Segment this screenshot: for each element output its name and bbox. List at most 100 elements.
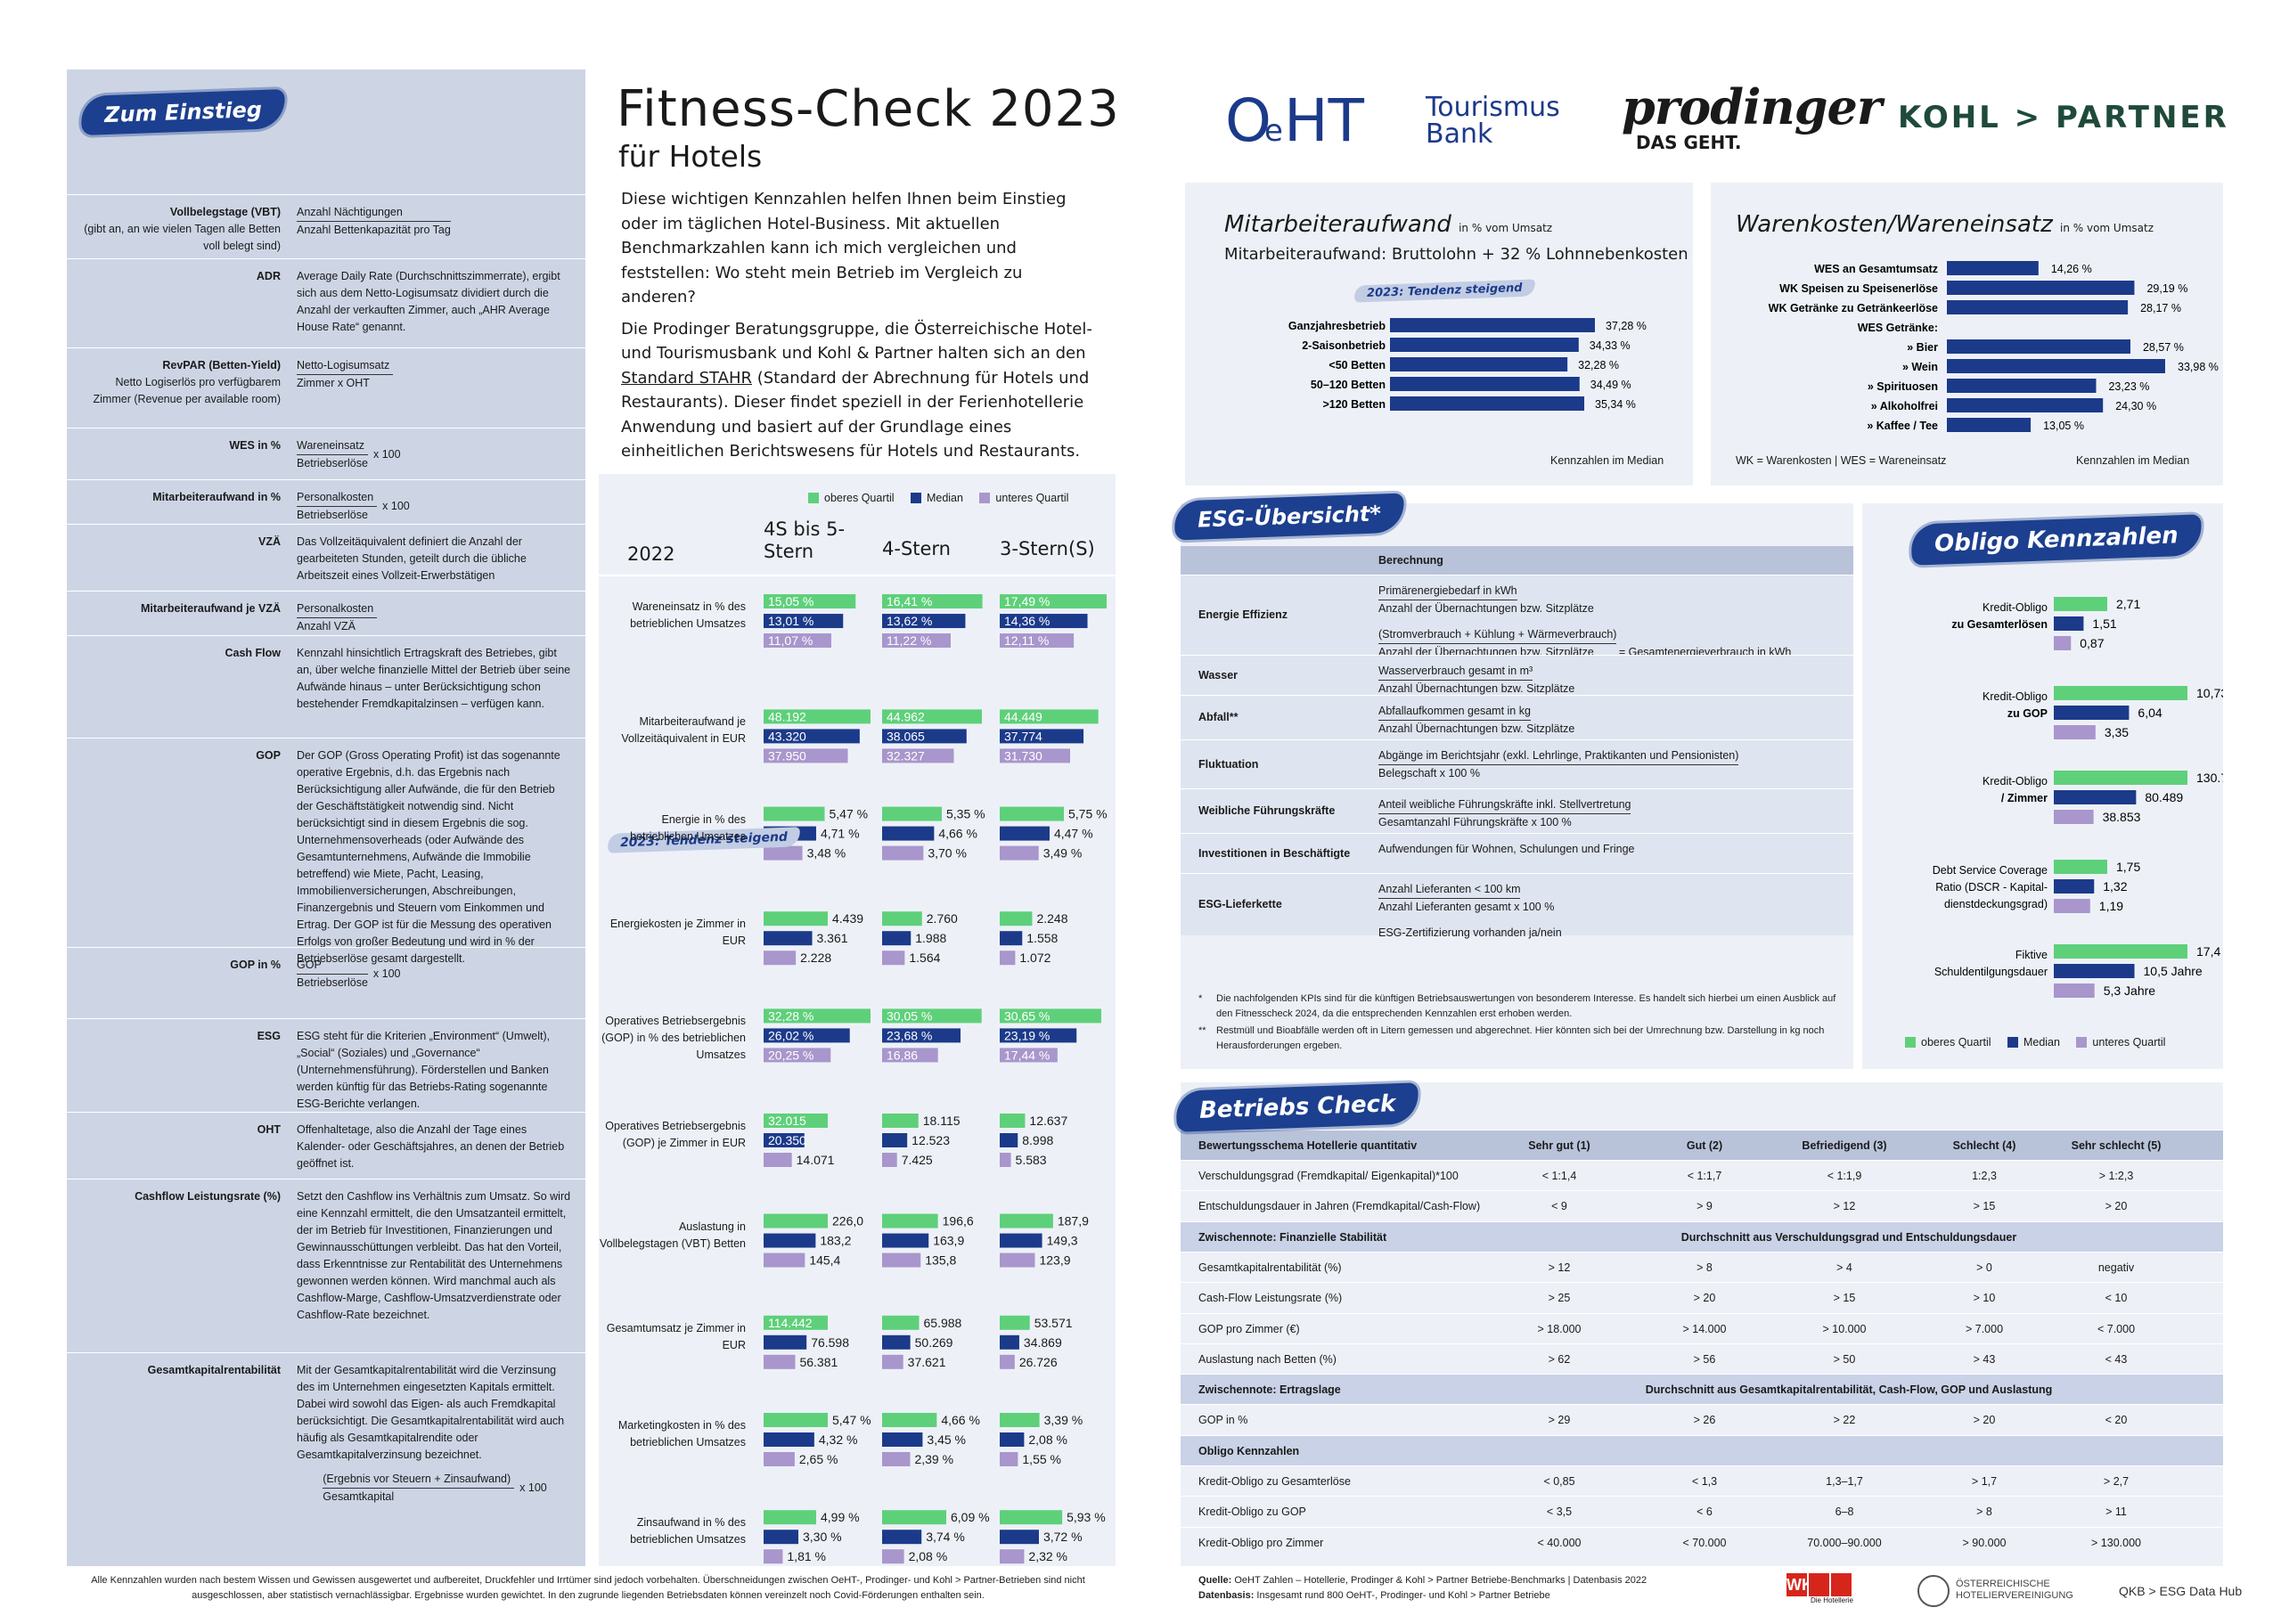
bar-top xyxy=(764,1008,871,1024)
bar-value-label: 56.381 xyxy=(799,1355,838,1369)
bar-value-label: 123,9 xyxy=(1039,1253,1070,1268)
bc-cell: < 0,85 xyxy=(1543,1475,1575,1488)
obligo-value-label: 38.853 xyxy=(2103,810,2141,824)
bar-value-label: 3,30 % xyxy=(803,1530,842,1544)
footer-basis-text: Insgesamt rund 800 OeHT-, Prodinger- und… xyxy=(1256,1590,1550,1601)
legend-top: oberes Quartil xyxy=(808,492,895,504)
bc-row: Zwischennote: Ertragslage Durchschnitt au… xyxy=(1181,1374,2223,1405)
glossary-term: GOP xyxy=(256,749,281,762)
bar-value-label: 2,65 % xyxy=(799,1452,838,1466)
benchmark-chart: 15,05 % 16,41 % 17,49 % 13,01 % 13,62 % 14,36… xyxy=(764,594,1108,1564)
bc-cell: > 8 xyxy=(1976,1506,1992,1519)
bc-row-label: Cash-Flow Leistungsrate (%) xyxy=(1198,1292,1343,1305)
bar-median xyxy=(882,1233,929,1248)
metric-label: Operatives Betriebsergebnis (GOP) in % d… xyxy=(601,1015,746,1062)
bar-value-label: 4,32 % xyxy=(819,1432,858,1447)
esg-formula-line: (Stromverbrauch + Kühlung + Wärmeverbrau… xyxy=(1378,626,1791,644)
esg-row-formula: Aufwendungen für Wohnen, Schulungen und … xyxy=(1378,841,1634,858)
bc-row-label: Kredit-Obligo pro Zimmer xyxy=(1198,1536,1324,1549)
bar-value-label: 11,22 % xyxy=(887,633,931,648)
formula-numerator: Wareneinsatz xyxy=(297,437,368,455)
obligo-value-label: 1,75 xyxy=(2116,860,2140,874)
metric-label: Auslastung in Vollbelegstagen (VBT) Bett… xyxy=(600,1220,746,1250)
bar-value-label: 48.192 xyxy=(768,709,806,723)
glossary-text: ESG steht für die Kriterien „Environment… xyxy=(297,1030,551,1110)
bar-value-label: 76.598 xyxy=(811,1335,849,1350)
bar-top xyxy=(882,1008,982,1024)
bar-low xyxy=(882,845,924,861)
bar-value-label: 7.425 xyxy=(902,1153,933,1167)
ma-bar xyxy=(1390,318,1595,332)
obligo-legend-median: Median xyxy=(2007,1036,2060,1049)
wk-bar xyxy=(1947,418,2032,432)
glossary-panel: Zum Einstieg Vollbelegstage (VBT) (gibt a… xyxy=(67,69,585,1566)
obligo-value-label: 80.489 xyxy=(2145,790,2183,804)
bc-cell: > 0 xyxy=(1976,1261,1992,1274)
bar-value-label: 23,68 % xyxy=(887,1028,932,1042)
bc-header-cell: Sehr schlecht (5) xyxy=(2071,1139,2162,1152)
glossary-definition: Das Vollzeitäquivalent definiert die Anz… xyxy=(297,534,573,584)
esg-col-head: Berechnung xyxy=(1378,554,1443,567)
ma-category-label: <50 Betten xyxy=(1329,359,1386,371)
bar-top xyxy=(882,1413,937,1427)
bar-value-label: 17,49 % xyxy=(1004,594,1050,608)
oeht-wordmark-icon: O e HT xyxy=(1225,86,1365,155)
page-subtitle: für Hotels xyxy=(618,139,763,174)
bar-median xyxy=(764,729,860,744)
bar-value-label: 12.523 xyxy=(912,1133,950,1147)
metric-label: Zinsaufwand in % des betrieblichen Umsat… xyxy=(630,1516,746,1546)
glossary-term: Mitarbeiteraufwand in % xyxy=(152,491,281,503)
svg-text:HT: HT xyxy=(1284,89,1365,151)
bc-cell: < 43 xyxy=(2105,1352,2128,1366)
formula-fraction: Wareneinsatz Betriebserlöse xyxy=(297,437,368,472)
bc-row: GOP pro Zimmer (€) > 18.000 > 14.000 > 10.0… xyxy=(1181,1312,2223,1343)
bar-top xyxy=(1000,1510,1063,1525)
esg-formula-text: Belegschaft x 100 % xyxy=(1378,767,1480,779)
bc-cell: < 7.000 xyxy=(2097,1322,2136,1335)
obligo-bar xyxy=(2054,899,2090,913)
wk-value-label: 28,17 % xyxy=(2140,302,2181,314)
bar-value-label: 65.988 xyxy=(924,1316,962,1330)
kohl-partner-logo: KOHL > PARTNER xyxy=(1898,100,2229,135)
obligo-label: Fiktive xyxy=(2015,949,2048,961)
obligo-value-label: 10,73 xyxy=(2196,686,2223,700)
metric-label: Operatives Betriebsergebnis (GOP) je Zim… xyxy=(605,1120,746,1149)
bc-row-span: Durchschnitt aus Verschuldungsgrad und E… xyxy=(1680,1230,2017,1244)
formula-fraction: Personalkosten Betriebserlöse xyxy=(297,489,378,524)
bc-row: Kredit-Obligo pro Zimmer < 40.000 < 70.000… xyxy=(1181,1526,2223,1557)
formula-denominator: Zimmer x OHT xyxy=(297,377,370,389)
bar-value-label: 145,4 xyxy=(809,1253,840,1268)
ma-chart: Ganzjahresbetrieb 37,28 % 2-Saisonbetrieb 3… xyxy=(1288,318,1647,411)
glossary-row: Mitarbeiteraufwand in % Personalkosten Bet… xyxy=(67,479,585,524)
bar-median xyxy=(1000,931,1023,946)
obligo-bar xyxy=(2054,879,2095,894)
obligo-legend: oberes Quartil Median unteres Quartil xyxy=(1905,1036,2178,1052)
bar-value-label: 12,11 % xyxy=(1004,633,1049,648)
glossary-definition: GOP Betriebserlöse x 100 xyxy=(297,957,573,992)
bar-low xyxy=(764,748,848,763)
bar-top xyxy=(1000,594,1107,609)
stahr-link[interactable]: Standard STAHR xyxy=(621,368,752,388)
bar-low xyxy=(882,1253,921,1268)
bc-row-label: Entschuldungsdauer in Jahren (Fremdkapit… xyxy=(1198,1200,1481,1213)
obligo-legend-swatch-green xyxy=(1905,1037,1916,1048)
bar-value-label: 43.320 xyxy=(768,729,806,743)
bc-row: Kredit-Obligo zu GOP < 3,5 < 6 6–8 > 8 > 11 xyxy=(1181,1496,2223,1526)
glossary-definition: Anzahl Nächtigungen Anzahl Bettenkapazitä… xyxy=(297,204,573,239)
bc-header-cell: Befriedigend (3) xyxy=(1802,1139,1887,1152)
obligo-label: Debt Service Coverage xyxy=(1933,864,2048,877)
bc-cell: < 70.000 xyxy=(1682,1536,1727,1549)
esg-formula-line: Anzahl Übernachtungen bzw. Sitzplätze xyxy=(1378,681,1574,698)
oeht-text-1: Tourismus xyxy=(1426,92,1560,123)
bc-cell: < 40.000 xyxy=(1537,1536,1582,1549)
wk-bar xyxy=(1947,398,2104,412)
bar-top xyxy=(1000,709,1099,724)
legend: oberes Quartil Median unteres Quartil xyxy=(808,492,1081,508)
bc-cell: > 10 xyxy=(1973,1292,1996,1305)
bar-top xyxy=(1000,1114,1026,1128)
glossary-row: WES in % Wareneinsatz Betriebserlöse x 100 xyxy=(67,428,585,479)
esg-row-label: Investitionen in Beschäftigte xyxy=(1198,846,1351,860)
ma-value-label: 34,49 % xyxy=(1590,379,1631,391)
ma-bar xyxy=(1390,377,1580,391)
bar-value-label: 8.998 xyxy=(1022,1133,1053,1147)
